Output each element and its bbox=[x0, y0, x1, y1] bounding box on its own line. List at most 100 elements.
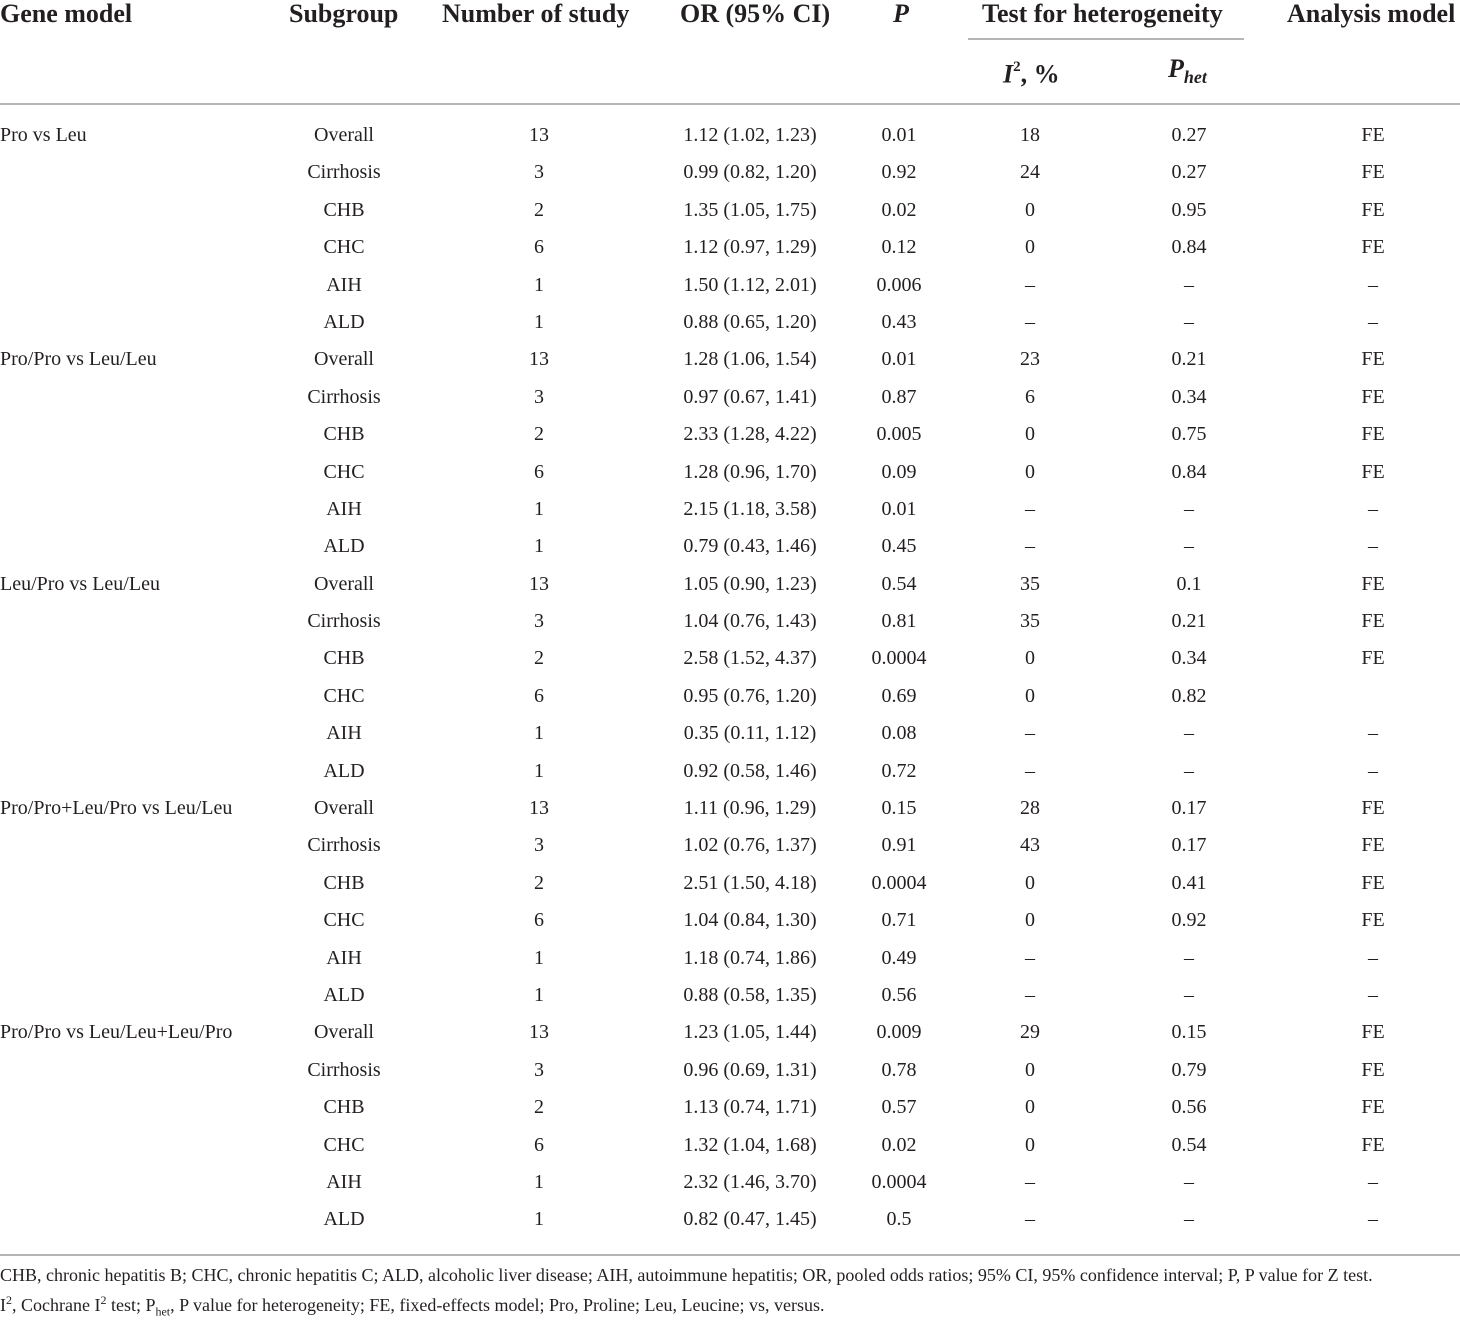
cell-p: 0.54 bbox=[881, 572, 917, 595]
header-heterogeneity: Test for heterogeneity bbox=[982, 0, 1223, 28]
cell-p: 0.15 bbox=[881, 797, 917, 820]
cell-i2: – bbox=[1025, 983, 1035, 1006]
cell-number-of-study: 13 bbox=[529, 1021, 549, 1044]
cell-analysis-model: – bbox=[1368, 1208, 1378, 1231]
cell-i2: 24 bbox=[1020, 161, 1040, 184]
cell-subgroup: CHB bbox=[323, 647, 365, 670]
cell-i2: – bbox=[1025, 759, 1035, 782]
cell-analysis-model: FE bbox=[1361, 1021, 1385, 1044]
cell-i2: – bbox=[1025, 1208, 1035, 1231]
table-row: CHB 2 2.33 (1.28, 4.22) 0.005 0 0.75 FE bbox=[0, 416, 1460, 453]
cell-number-of-study: 2 bbox=[534, 871, 544, 894]
cell-analysis-model: FE bbox=[1361, 198, 1385, 221]
cell-phet: – bbox=[1184, 310, 1194, 333]
cell-i2: 0 bbox=[1025, 460, 1035, 483]
cell-subgroup: ALD bbox=[323, 1208, 365, 1231]
cell-i2: 0 bbox=[1025, 423, 1035, 446]
cell-number-of-study: 13 bbox=[529, 797, 549, 820]
cell-p: 0.0004 bbox=[871, 1170, 927, 1193]
cell-phet: 0.17 bbox=[1171, 797, 1207, 820]
cell-number-of-study: 1 bbox=[534, 535, 544, 558]
cell-i2: 6 bbox=[1025, 385, 1035, 408]
cell-subgroup: CHC bbox=[323, 1133, 365, 1156]
cell-i2: 23 bbox=[1020, 348, 1040, 371]
cell-number-of-study: 1 bbox=[534, 273, 544, 296]
cell-phet: – bbox=[1184, 722, 1194, 745]
cell-or-ci: 0.88 (0.58, 1.35) bbox=[683, 983, 817, 1006]
cell-number-of-study: 3 bbox=[534, 834, 544, 857]
cell-i2: 0 bbox=[1025, 909, 1035, 932]
cell-or-ci: 2.32 (1.46, 3.70) bbox=[683, 1170, 817, 1193]
cell-analysis-model: – bbox=[1368, 983, 1378, 1006]
cell-p: 0.45 bbox=[881, 535, 917, 558]
cell-number-of-study: 2 bbox=[534, 647, 544, 670]
cell-or-ci: 1.04 (0.76, 1.43) bbox=[683, 610, 817, 633]
cell-i2: 18 bbox=[1020, 124, 1040, 146]
cell-number-of-study: 6 bbox=[534, 909, 544, 932]
cell-number-of-study: 13 bbox=[529, 572, 549, 595]
cell-phet: – bbox=[1184, 1170, 1194, 1193]
cell-analysis-model: FE bbox=[1361, 834, 1385, 857]
cell-phet: 0.84 bbox=[1171, 236, 1207, 259]
cell-subgroup: CHB bbox=[323, 198, 365, 221]
cell-subgroup: AIH bbox=[326, 1170, 362, 1193]
cell-analysis-model: – bbox=[1368, 946, 1378, 969]
cell-analysis-model: FE bbox=[1361, 610, 1385, 633]
cell-subgroup: ALD bbox=[323, 310, 365, 333]
table-row: AIH 1 1.18 (0.74, 1.86) 0.49 – – – bbox=[0, 940, 1460, 977]
table-row: AIH 1 1.50 (1.12, 2.01) 0.006 – – – bbox=[0, 267, 1460, 304]
cell-phet: 0.95 bbox=[1171, 198, 1207, 221]
cell-analysis-model: – bbox=[1368, 310, 1378, 333]
cell-number-of-study: 1 bbox=[534, 946, 544, 969]
cell-subgroup: Cirrhosis bbox=[307, 610, 381, 633]
cell-p: 0.09 bbox=[881, 460, 917, 483]
cell-i2: 0 bbox=[1025, 236, 1035, 259]
cell-or-ci: 0.79 (0.43, 1.46) bbox=[683, 535, 817, 558]
cell-subgroup: Overall bbox=[314, 124, 374, 146]
cell-or-ci: 1.12 (0.97, 1.29) bbox=[683, 236, 817, 259]
cell-p: 0.12 bbox=[881, 236, 917, 259]
cell-analysis-model: FE bbox=[1361, 1133, 1385, 1156]
cell-phet: 0.75 bbox=[1171, 423, 1207, 446]
cell-subgroup: CHC bbox=[323, 236, 365, 259]
cell-subgroup: Overall bbox=[314, 572, 374, 595]
cell-i2: 28 bbox=[1020, 797, 1040, 820]
cell-analysis-model: FE bbox=[1361, 423, 1385, 446]
table-row: CHC 6 0.95 (0.76, 1.20) 0.69 0 0.82 bbox=[0, 678, 1460, 715]
cell-number-of-study: 3 bbox=[534, 161, 544, 184]
cell-or-ci: 0.35 (0.11, 1.12) bbox=[683, 722, 817, 745]
cell-phet: – bbox=[1184, 273, 1194, 296]
cell-p: 0.49 bbox=[881, 946, 917, 969]
cell-i2: – bbox=[1025, 497, 1035, 520]
header-gene-model: Gene model bbox=[0, 0, 133, 28]
header-i2: I2, % bbox=[1003, 59, 1060, 89]
cell-gene-model: Pro/Pro vs Leu/Leu bbox=[0, 348, 157, 371]
cell-or-ci: 1.32 (1.04, 1.68) bbox=[683, 1133, 817, 1156]
cell-phet: 0.79 bbox=[1171, 1058, 1207, 1081]
cell-or-ci: 1.12 (1.02, 1.23) bbox=[683, 124, 817, 146]
table-row: ALD 1 0.82 (0.47, 1.45) 0.5 – – – bbox=[0, 1201, 1460, 1238]
cell-or-ci: 1.18 (0.74, 1.86) bbox=[683, 946, 817, 969]
cell-p: 0.01 bbox=[881, 124, 917, 146]
cell-or-ci: 0.95 (0.76, 1.20) bbox=[683, 684, 817, 707]
table-row: CHC 6 1.04 (0.84, 1.30) 0.71 0 0.92 FE bbox=[0, 902, 1460, 939]
cell-analysis-model: FE bbox=[1361, 124, 1385, 146]
cell-or-ci: 2.15 (1.18, 3.58) bbox=[683, 497, 817, 520]
cell-phet: 0.21 bbox=[1171, 610, 1207, 633]
cell-number-of-study: 1 bbox=[534, 1208, 544, 1231]
cell-subgroup: CHC bbox=[323, 684, 365, 707]
cell-or-ci: 0.99 (0.82, 1.20) bbox=[683, 161, 817, 184]
cell-phet: 0.92 bbox=[1171, 909, 1207, 932]
table-row: ALD 1 0.92 (0.58, 1.46) 0.72 – – – bbox=[0, 753, 1460, 790]
cell-p: 0.02 bbox=[881, 198, 917, 221]
table-row: AIH 1 2.15 (1.18, 3.58) 0.01 – – – bbox=[0, 491, 1460, 528]
cell-subgroup: Overall bbox=[314, 348, 374, 371]
cell-i2: 0 bbox=[1025, 1096, 1035, 1119]
cell-p: 0.56 bbox=[881, 983, 917, 1006]
table-row: CHB 2 1.35 (1.05, 1.75) 0.02 0 0.95 FE bbox=[0, 192, 1460, 229]
cell-subgroup: ALD bbox=[323, 759, 365, 782]
cell-p: 0.0004 bbox=[871, 647, 927, 670]
cell-p: 0.08 bbox=[881, 722, 917, 745]
cell-subgroup: Overall bbox=[314, 797, 374, 820]
header-analysis-model: Analysis model bbox=[1287, 0, 1456, 28]
